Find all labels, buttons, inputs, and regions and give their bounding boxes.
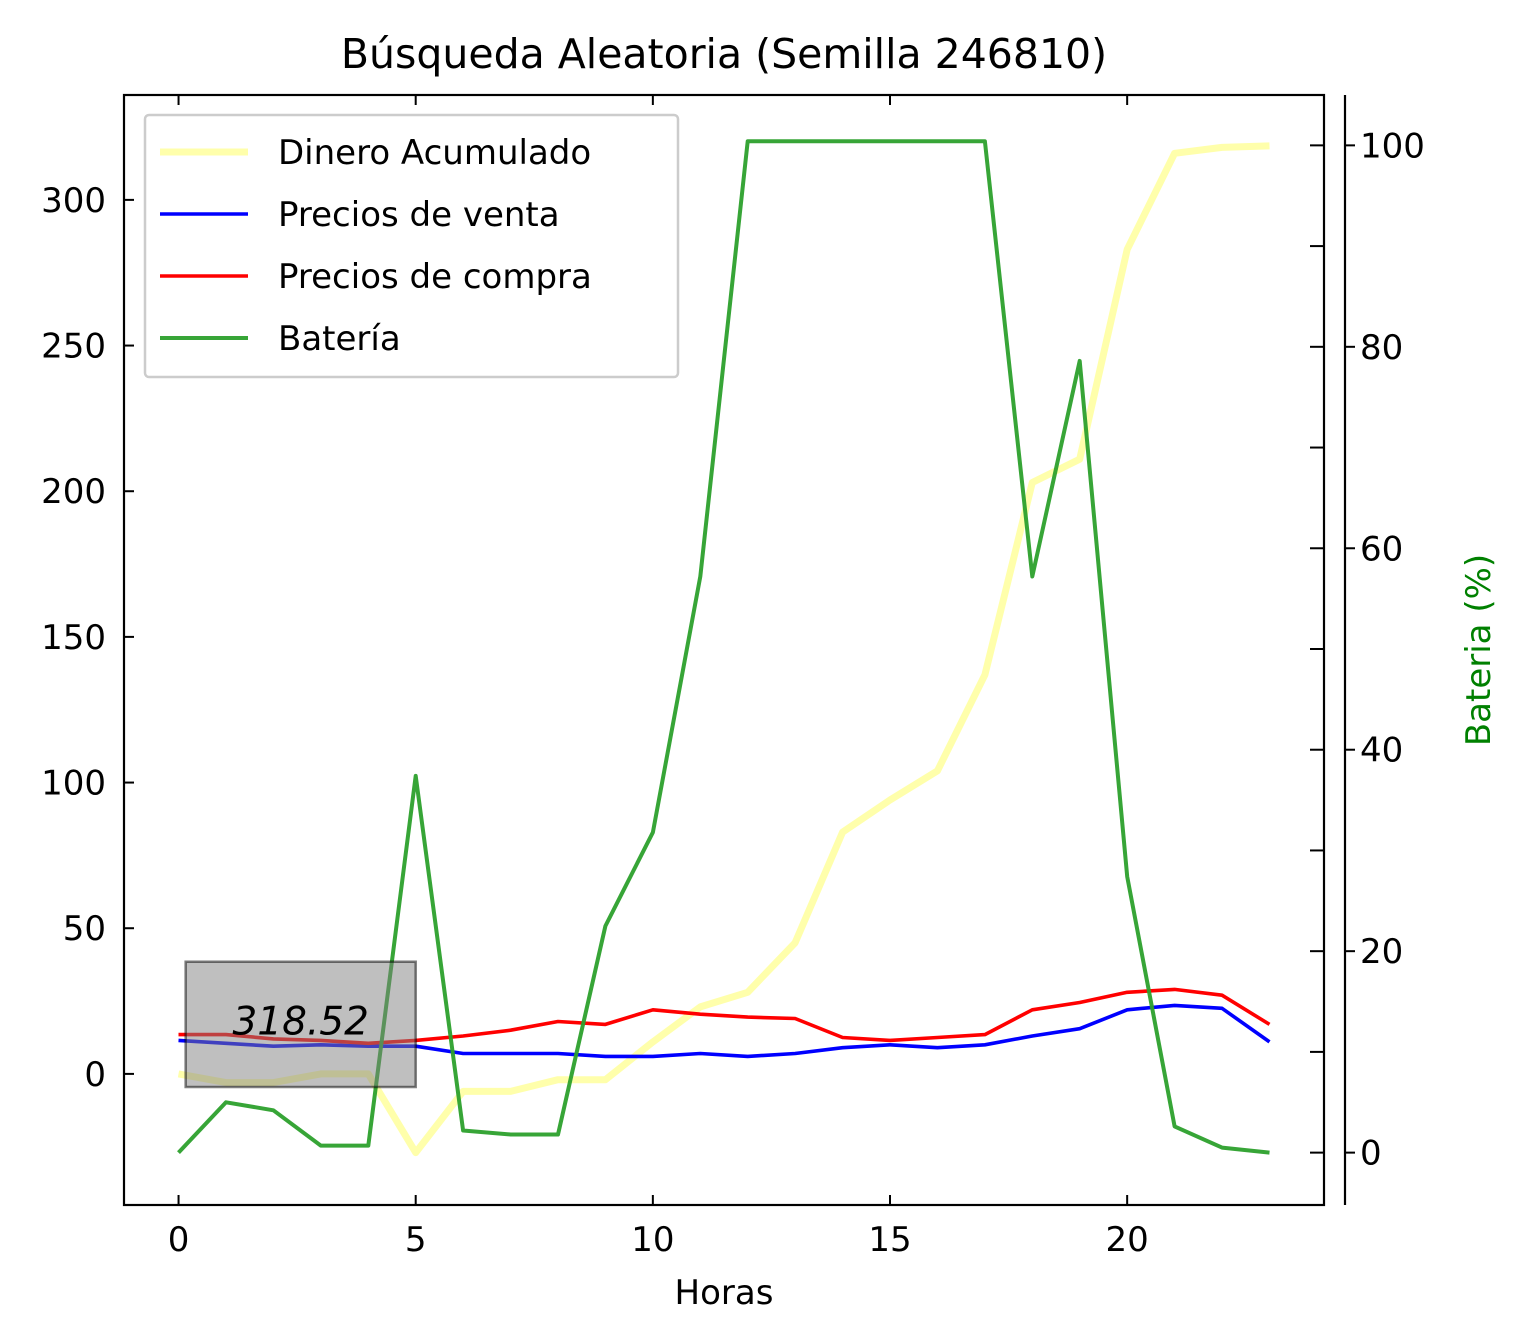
x-tick-label-1: 5 — [405, 1220, 427, 1260]
chart-title: Búsqueda Aleatoria (Semilla 246810) — [341, 30, 1107, 78]
y2-tick-label-2: 40 — [1360, 731, 1403, 771]
x-tick-label-2: 10 — [631, 1220, 674, 1260]
y2-tick-label-4: 80 — [1360, 328, 1403, 368]
y2-axis-label: Bateria (%) — [1459, 554, 1499, 746]
series-line-3 — [177, 139, 1270, 1155]
legend-label-3: Batería — [278, 319, 401, 359]
legend-label-1: Precios de venta — [278, 195, 560, 235]
annotation-box — [184, 960, 417, 1089]
legend: Dinero Acumulado Precios de venta Precios … — [143, 113, 680, 379]
y2-tick-label-1: 20 — [1360, 932, 1403, 972]
y-tick-label-4: 200 — [41, 472, 106, 512]
x-tick-label-3: 15 — [868, 1220, 911, 1260]
legend-label-0: Dinero Acumulado — [278, 133, 591, 173]
y-tick-label-2: 100 — [41, 764, 106, 804]
y2-tick-label-0: 0 — [1360, 1134, 1382, 1174]
y-tick-label-5: 250 — [41, 327, 106, 367]
y-tick-label-0: 0 — [84, 1055, 106, 1095]
annotation-text: 318.52 — [232, 1000, 368, 1045]
x-tick-label-4: 20 — [1106, 1220, 1149, 1260]
legend-box — [143, 113, 680, 379]
y-tick-label-6: 300 — [41, 181, 106, 221]
x-tick-label-0: 0 — [168, 1220, 190, 1260]
y2-tick-label-3: 60 — [1360, 529, 1403, 569]
y2-tick-label-5: 100 — [1360, 126, 1425, 166]
x-axis-label: Horas — [675, 1273, 774, 1313]
y-tick-label-1: 50 — [63, 909, 106, 949]
annotation-layer: 318.52 — [184, 960, 417, 1089]
plot-frame — [122, 93, 1326, 1207]
y-tick-label-3: 150 — [41, 618, 106, 658]
legend-label-2: Precios de compra — [278, 257, 592, 297]
